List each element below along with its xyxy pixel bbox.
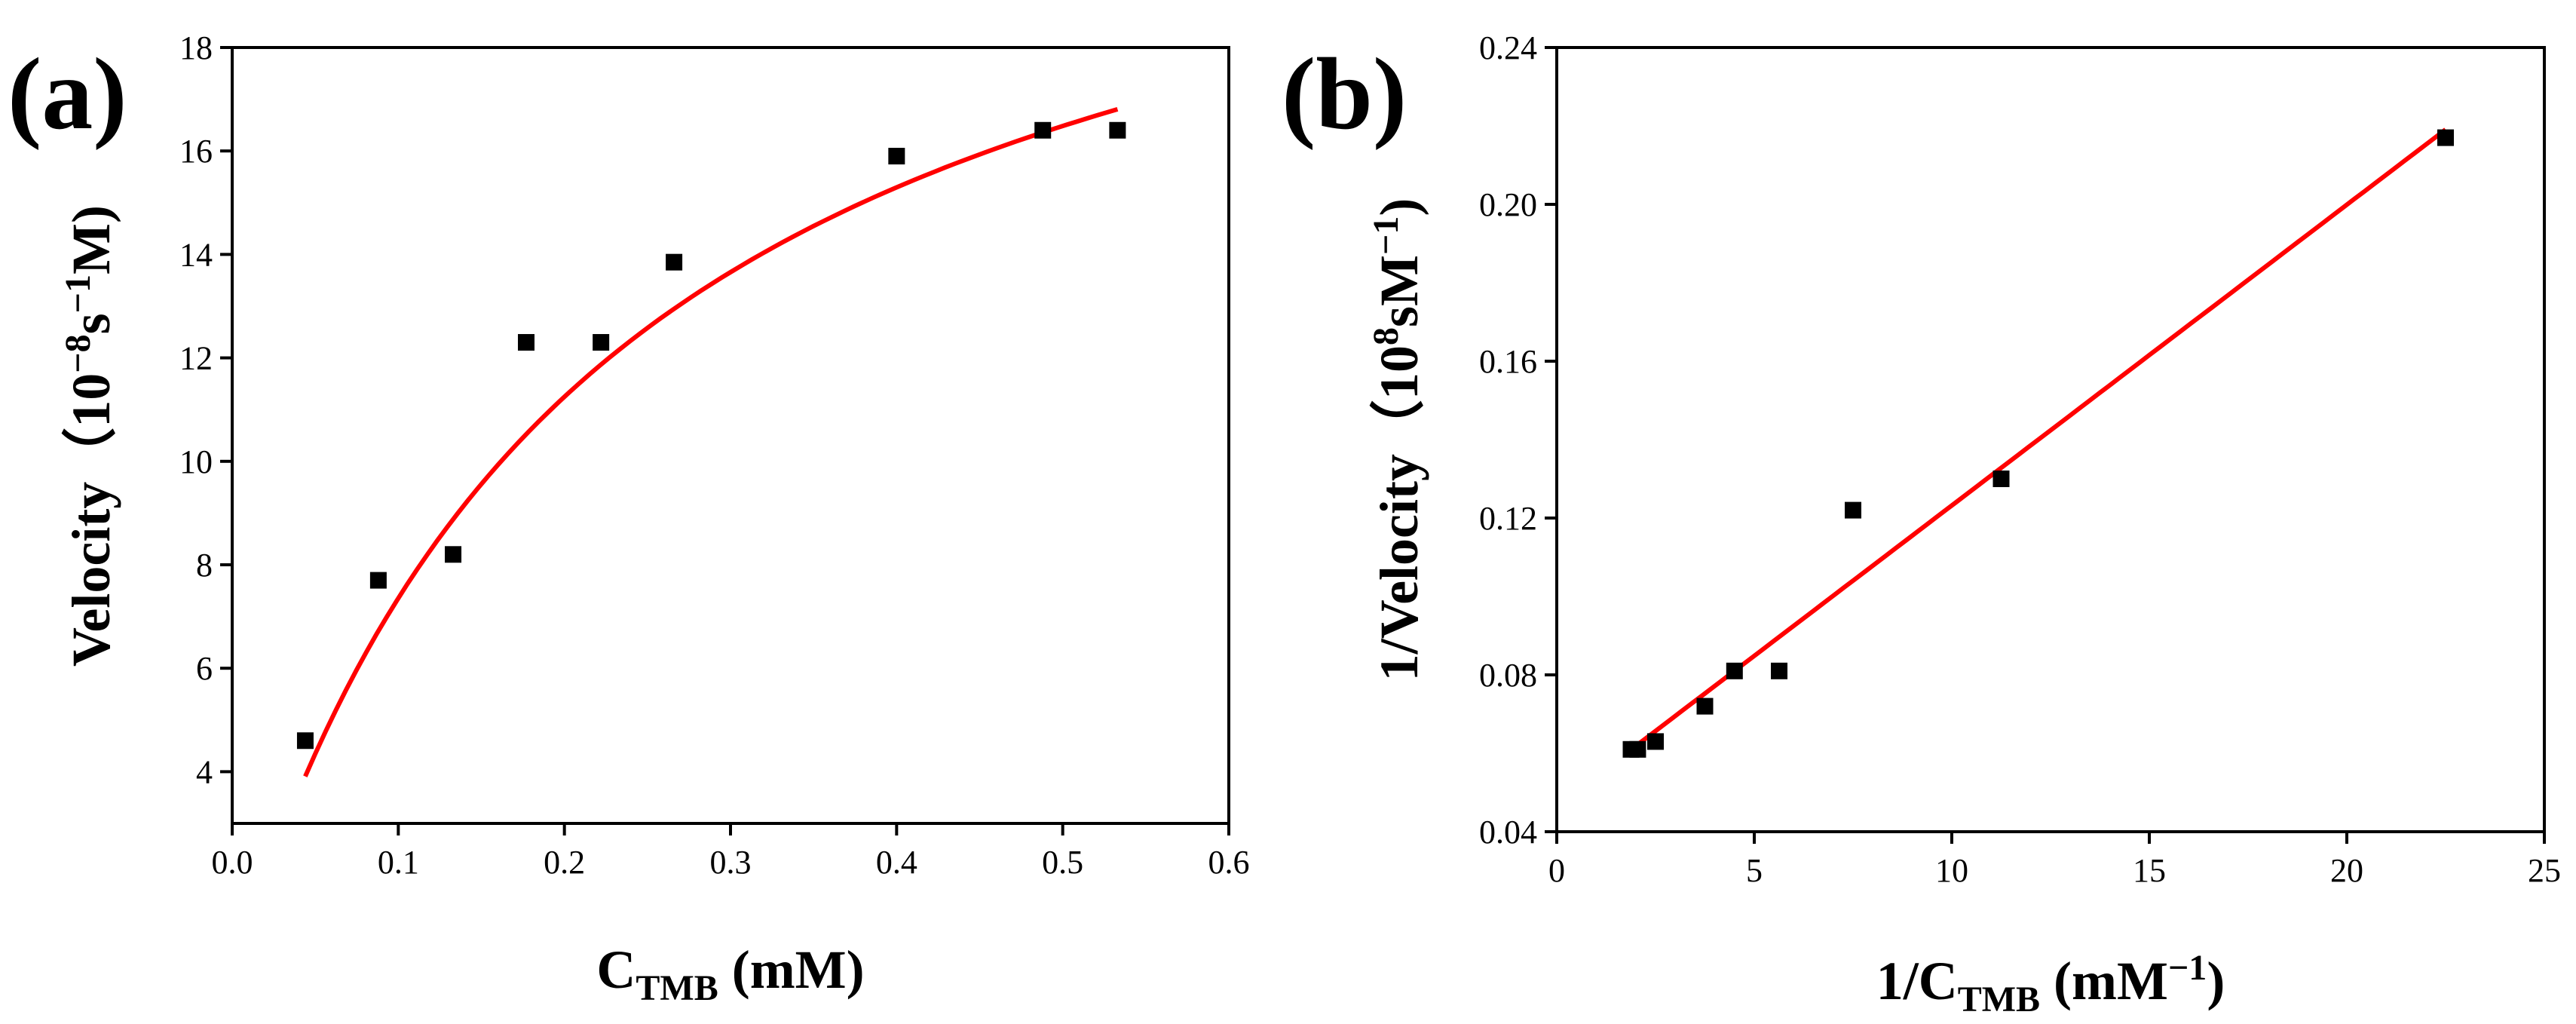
panel-b-data-point [1629, 740, 1646, 758]
panel-label-a: (a) [8, 38, 127, 151]
panel-a-x-tick-label: 0.6 [1208, 844, 1250, 881]
panel-b-data-point [1845, 501, 1861, 519]
panel-b-x-tick-label: 5 [1746, 852, 1763, 889]
panel-a-fit-line [303, 107, 1119, 777]
panel-a-x-tick-label: 0.4 [876, 844, 917, 881]
panel-b-data-point [2437, 129, 2454, 146]
panel-b-data-point [1726, 662, 1743, 679]
panel-b-x-tick-label: 15 [2133, 852, 2166, 889]
panel-a-y-tick-label: 4 [196, 753, 213, 790]
panel-a-x-tick-label: 0.5 [1042, 844, 1083, 881]
panel-a-data-point [445, 546, 462, 563]
panel-a-y-tick-label: 16 [179, 133, 213, 170]
panel-b-data-point [1647, 733, 1664, 750]
panel-a-frame [231, 46, 1230, 825]
panel-a-x-axis-label: CTMB (mM) [596, 940, 864, 1008]
panel-a-data-point [666, 253, 683, 271]
panel-a-data-point [593, 334, 610, 351]
panel-a-data-point [1034, 121, 1052, 139]
panel-a-fit-curve [303, 107, 1119, 777]
panel-a-y-tick-label: 6 [196, 650, 213, 687]
panel-b-points [1622, 129, 2454, 758]
panel-b-y-tick-label: 0.08 [1479, 657, 1537, 694]
panel-a-data-point [888, 148, 905, 165]
panel-b-y-tick-label: 0.20 [1479, 186, 1537, 223]
panel-b-x-tick-label: 0 [1548, 852, 1565, 889]
panel-a-x-tick-label: 0.2 [544, 844, 585, 881]
panel-b-y-tick-label: 0.16 [1479, 343, 1537, 380]
panel-b-data-point [1696, 697, 1714, 715]
panel-a-y-axis-label: Velocity（10−8s−1M) [58, 205, 121, 667]
panel-b-fit-line [1629, 127, 2447, 752]
panel-a-ticks: 0.0 0.1 0.2 0.3 0.4 0.5 0.6 4 6 8 10 12 14 16 18 [179, 29, 1250, 881]
panel-label-b: (b) [1282, 38, 1407, 151]
panel-a-x-tick-label: 0.1 [378, 844, 419, 881]
panel-b-x-axis-label: 1/CTMB (mM−1) [1876, 948, 2225, 1019]
panel-a-data-point [296, 732, 314, 750]
panel-a-data-point [369, 572, 387, 589]
panel-b-ticks: 0 5 10 15 20 25 0.04 0.08 0.12 0.16 0.20 0.24 [1479, 29, 2561, 889]
panel-a-y-tick-label: 12 [179, 340, 213, 377]
panel-a-y-tick-label: 8 [196, 547, 213, 584]
panel-b-y-tick-label: 0.24 [1479, 29, 1537, 66]
panel-b-frame [1555, 46, 2546, 833]
panel-b-data-point [1992, 471, 2010, 487]
chart-panel-b: (b) 0 5 10 15 20 25 0.04 0.08 0.12 0.16 0.20 0.24 1… [1282, 29, 2561, 1019]
chart-panel-a: (a) 0.0 0.1 0.2 0.3 0.4 0.5 0.6 4 6 8 10 12 14 16 18 C… [8, 29, 1250, 1008]
panel-a-points [296, 121, 1126, 750]
panel-a-data-point [1109, 121, 1126, 139]
panel-b-x-tick-label: 20 [2330, 852, 2363, 889]
panel-a-y-tick-label: 18 [179, 29, 213, 66]
panel-b-x-tick-label: 10 [1935, 852, 1968, 889]
panel-b-data-point [1771, 662, 1788, 679]
panel-a-data-point [517, 334, 534, 351]
panel-a-y-tick-label: 10 [179, 443, 213, 480]
panel-b-y-tick-label: 0.12 [1479, 500, 1537, 537]
panel-a-y-tick-label: 14 [179, 236, 213, 273]
panel-a-x-tick-label: 0.0 [212, 844, 253, 881]
panel-b-x-tick-label: 25 [2528, 852, 2561, 889]
panel-b-y-axis-label: 1/Velocity（108sM−1) [1366, 198, 1429, 682]
panel-b-y-tick-label: 0.04 [1479, 814, 1537, 851]
panel-a-x-tick-label: 0.3 [710, 844, 752, 881]
panel-b-fit-line [1629, 127, 2447, 752]
